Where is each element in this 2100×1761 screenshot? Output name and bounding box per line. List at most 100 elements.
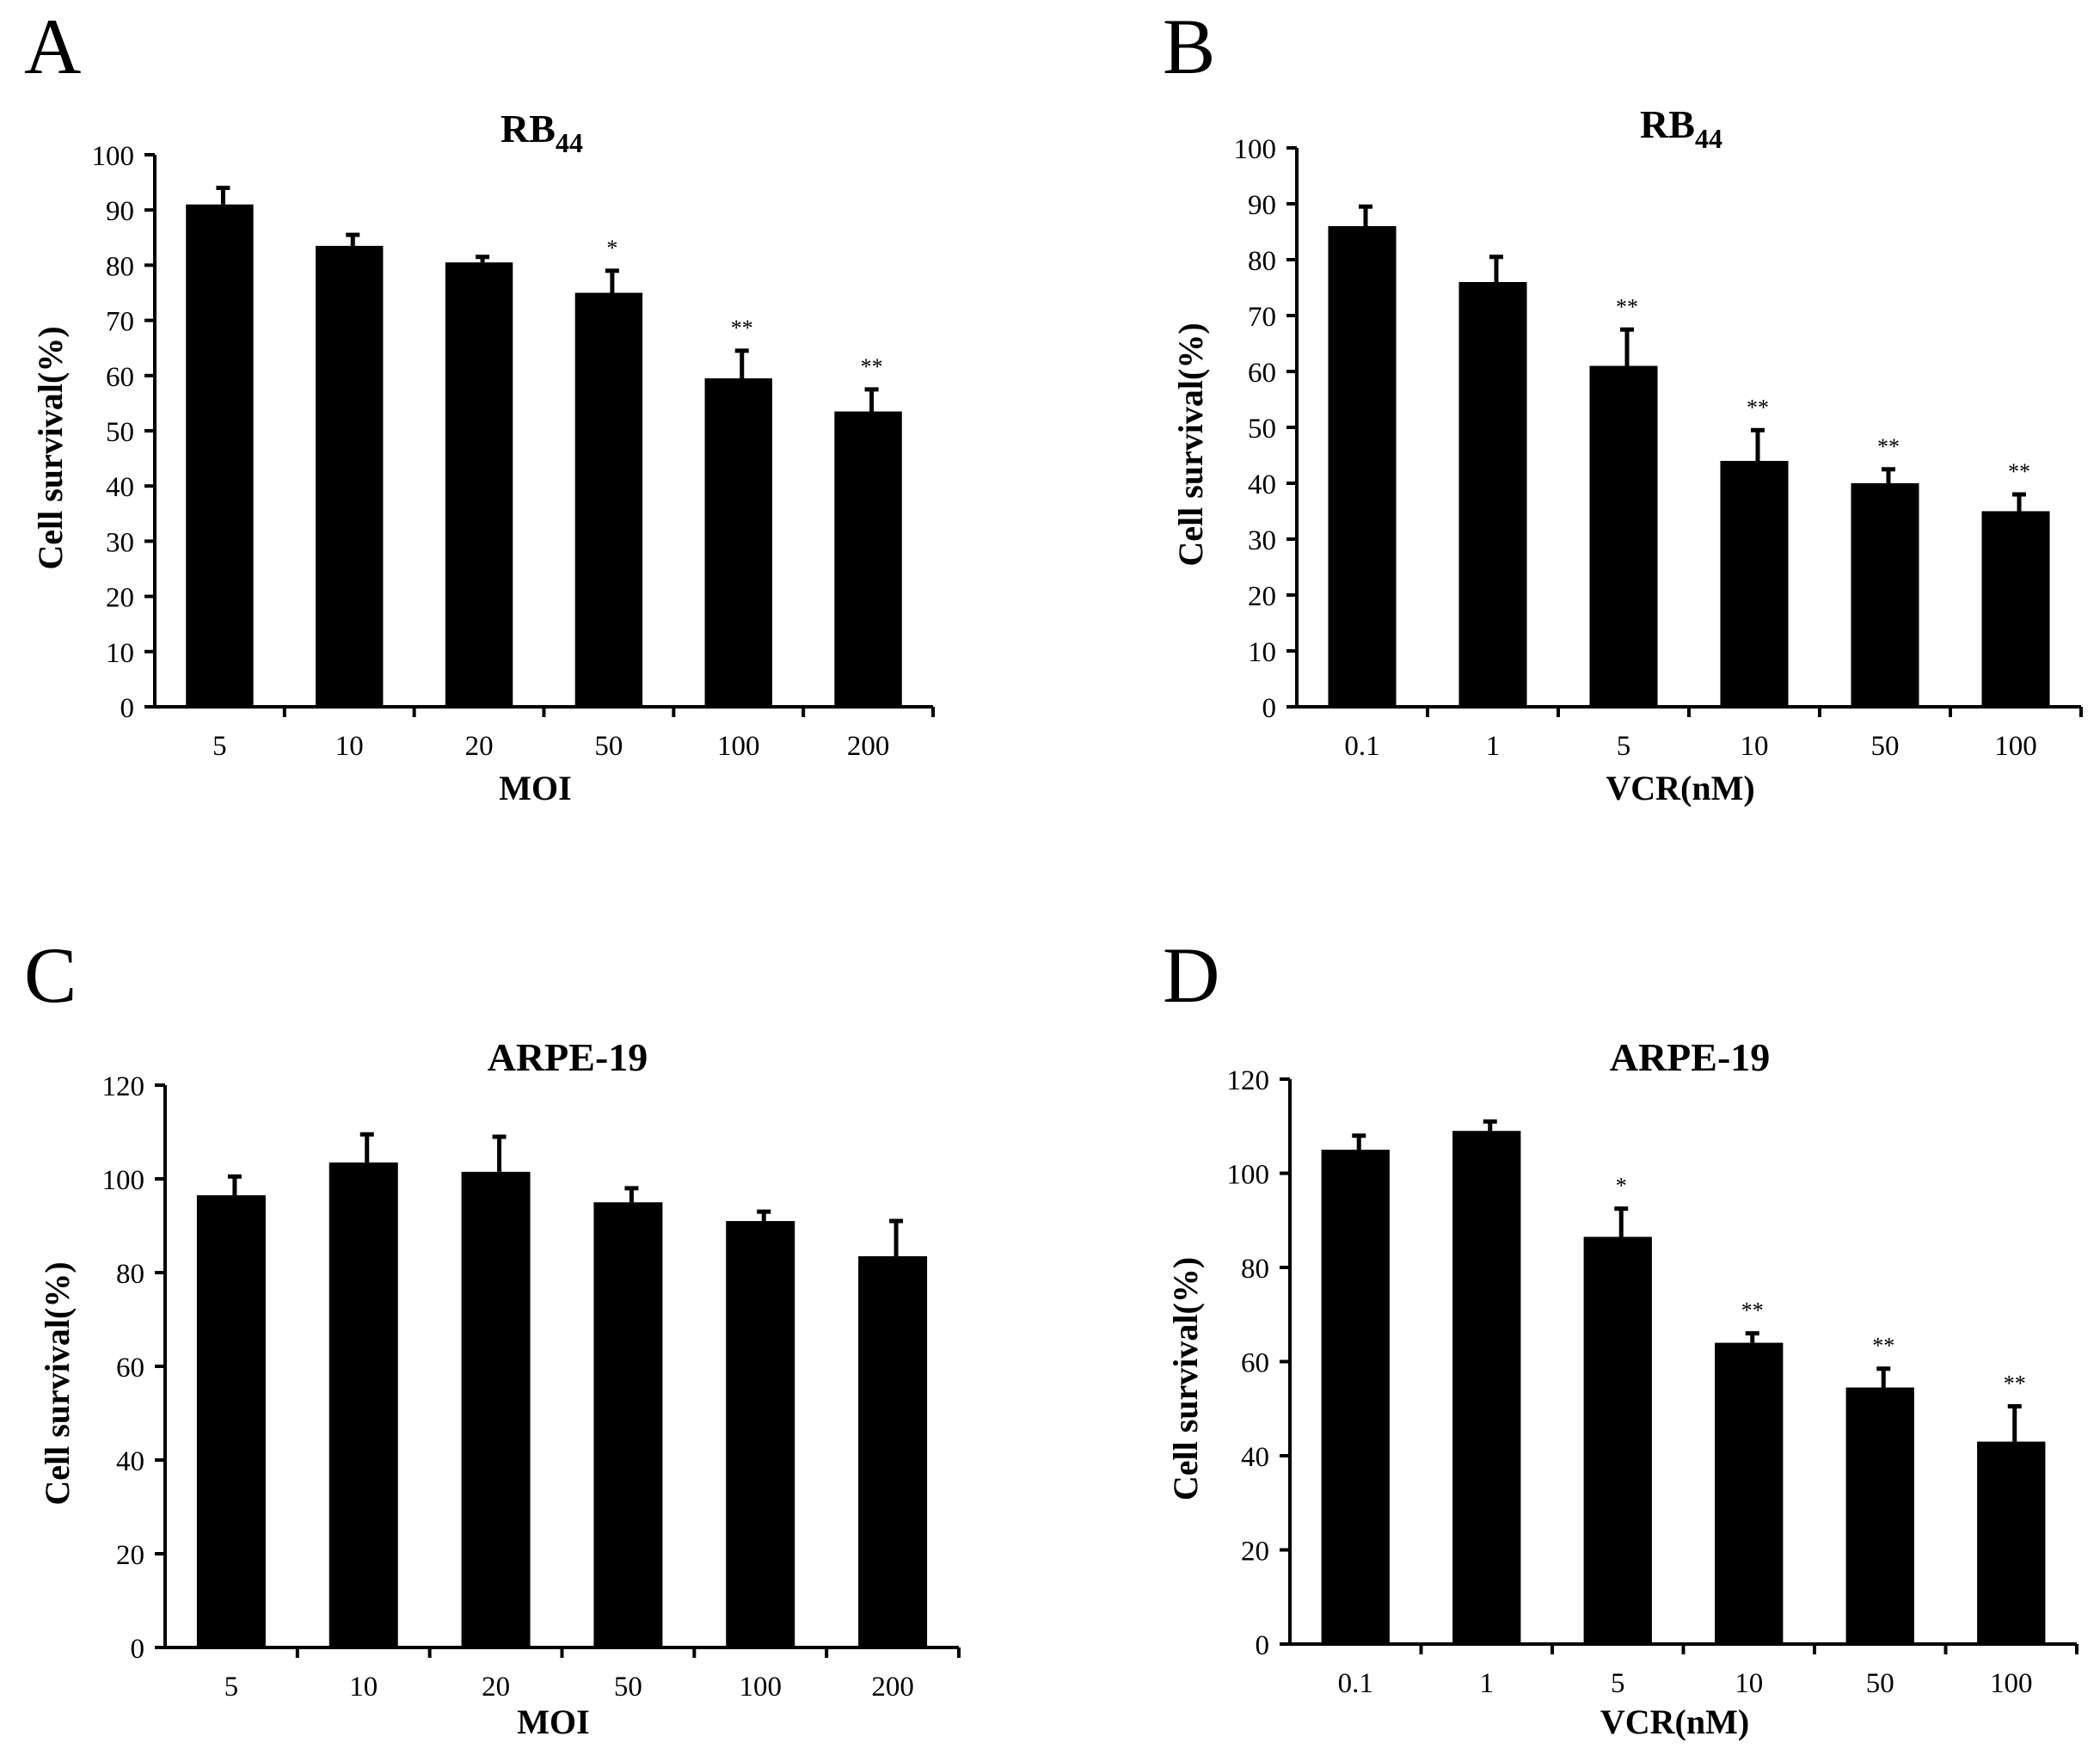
panel-letter: C [24, 931, 77, 1019]
panel-letter: A [24, 3, 81, 90]
y-axis-title: Cell survival(%) [1166, 1257, 1205, 1500]
y-tick-label: 10 [106, 638, 134, 669]
y-tick-label: 60 [116, 1353, 144, 1384]
x-tick-label: 20 [465, 731, 494, 762]
x-tick-label: 20 [482, 1672, 510, 1703]
y-axis-title: Cell survival(%) [1171, 322, 1210, 566]
bar [1977, 1441, 2046, 1644]
chart-title-main: RB [500, 107, 556, 150]
bar [1452, 1131, 1521, 1644]
chart-title: ARPE-19 [1610, 1035, 1771, 1079]
x-axis-title: MOI [499, 769, 571, 807]
x-tick-label: 10 [1741, 731, 1769, 762]
chart-panel-c: C ARPE-19 0 20 40 60 80 100 120 5 10 20 50 100 200 MOI C… [24, 931, 961, 1741]
significance-label: ** [1877, 434, 1900, 459]
x-tick-label: 0.1 [1338, 1668, 1373, 1699]
y-tick-label: 70 [106, 307, 134, 338]
chart-title: ARPE-19 [488, 1035, 648, 1079]
chart-title: RB44 [500, 107, 583, 158]
x-tick-label: 10 [1735, 1668, 1763, 1699]
significance-label: ** [1616, 294, 1638, 319]
y-tick-label: 40 [116, 1446, 144, 1477]
x-tick-label: 200 [847, 731, 890, 762]
significance-label: * [606, 236, 617, 261]
x-tick-label: 5 [212, 731, 227, 762]
bar [858, 1255, 928, 1647]
x-tick-label: 100 [740, 1672, 783, 1703]
x-tick-label: 50 [1871, 731, 1900, 762]
bar [704, 378, 772, 707]
x-tick-label: 1 [1486, 731, 1501, 762]
panel-letter: B [1163, 3, 1215, 90]
x-axis-title: VCR(nM) [1606, 769, 1754, 807]
y-tick-label: 40 [106, 472, 134, 503]
x-tick-label: 100 [1990, 1668, 2033, 1699]
x-tick-label: 50 [1866, 1668, 1894, 1699]
y-tick-label: 100 [1234, 134, 1277, 165]
x-tick-label: 100 [717, 731, 760, 762]
chart-title-main: ARPE-19 [488, 1035, 648, 1079]
y-tick-label: 50 [106, 417, 134, 448]
y-tick-label: 30 [106, 527, 134, 558]
chart-title-main: RB [1640, 102, 1695, 146]
x-tick-label: 10 [335, 731, 364, 762]
y-tick-label: 100 [92, 141, 135, 172]
y-tick-label: 120 [1227, 1065, 1270, 1096]
y-tick-label: 20 [116, 1540, 144, 1571]
bar [1851, 483, 1919, 707]
significance-label: ** [861, 354, 883, 379]
bar [1458, 282, 1527, 707]
panel-letter: D [1163, 931, 1219, 1019]
y-tick-label: 0 [131, 1634, 145, 1665]
x-tick-label: 5 [1611, 1668, 1625, 1699]
bar [1845, 1387, 1914, 1644]
y-tick-label: 90 [1248, 190, 1276, 221]
chart-title-subscript: 44 [1695, 123, 1722, 154]
y-tick-label: 40 [1248, 469, 1276, 500]
bar [196, 1195, 266, 1647]
bar [1583, 1236, 1652, 1644]
bar [726, 1221, 795, 1647]
y-tick-label: 20 [1248, 581, 1276, 612]
bar [1589, 365, 1658, 707]
y-tick-label: 0 [1256, 1630, 1270, 1661]
x-tick-label: 100 [1994, 731, 2037, 762]
y-tick-label: 50 [1248, 414, 1276, 445]
y-tick-label: 100 [1227, 1160, 1270, 1191]
chart-panel-d: D ARPE-19 0 20 40 60 80 100 120 0.1 1 * 5 ** 10 ** 50 ** 1… [1163, 931, 2079, 1741]
significance-label: * [1616, 1174, 1627, 1199]
bar [461, 1171, 531, 1647]
chart-title: RB44 [1640, 102, 1722, 154]
y-axis-title: Cell survival(%) [38, 1261, 77, 1505]
y-axis-title: Cell survival(%) [31, 326, 70, 569]
bar [1321, 1150, 1390, 1644]
bar [1715, 1342, 1784, 1644]
bar [1328, 226, 1397, 707]
significance-label: ** [1872, 1334, 1894, 1359]
bar [1981, 511, 2050, 707]
y-tick-label: 60 [1248, 358, 1276, 389]
bar [1720, 461, 1789, 707]
x-tick-label: 5 [1617, 731, 1631, 762]
y-tick-label: 0 [1262, 693, 1277, 724]
x-tick-label: 0.1 [1344, 731, 1379, 762]
chart-title-main: ARPE-19 [1610, 1035, 1771, 1079]
significance-label: ** [2004, 1371, 2026, 1396]
x-axis-title: MOI [517, 1703, 589, 1741]
y-tick-label: 100 [102, 1165, 145, 1196]
x-tick-label: 1 [1480, 1668, 1495, 1699]
y-tick-label: 30 [1248, 525, 1276, 556]
y-tick-label: 120 [102, 1071, 145, 1102]
significance-label: ** [1747, 395, 1769, 420]
y-tick-label: 20 [1241, 1537, 1269, 1568]
significance-label: ** [2008, 459, 2030, 484]
x-tick-label: 200 [871, 1672, 914, 1703]
bar [316, 245, 384, 707]
chart-title-subscript: 44 [556, 127, 583, 158]
bar [593, 1202, 663, 1647]
y-tick-label: 60 [1241, 1348, 1269, 1379]
y-tick-label: 90 [106, 196, 134, 227]
y-tick-label: 80 [1248, 246, 1276, 277]
y-tick-label: 0 [120, 693, 135, 724]
